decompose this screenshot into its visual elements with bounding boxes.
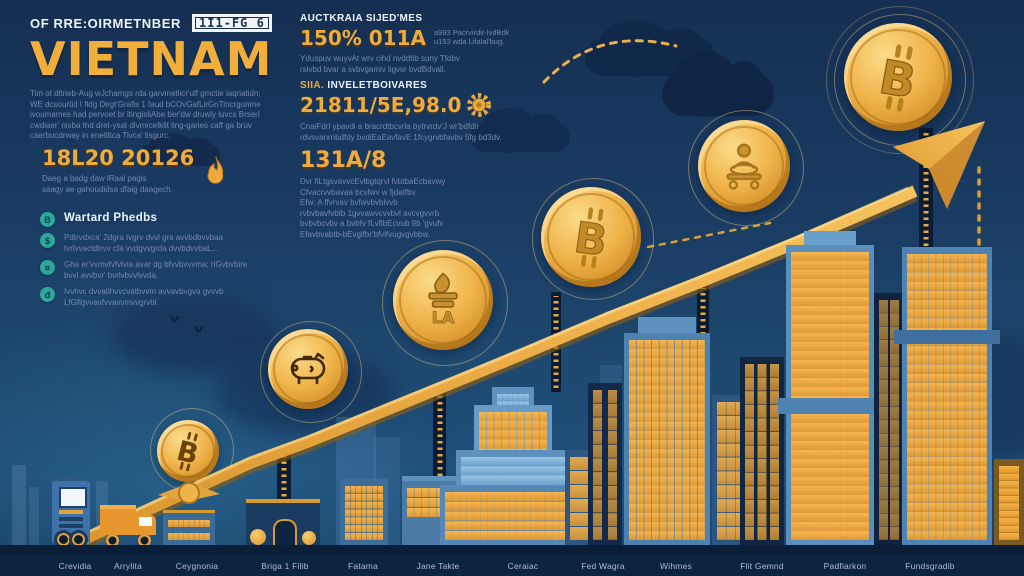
- bird-icon: v: [194, 324, 204, 335]
- coin-orbit-ring: [382, 240, 508, 366]
- stat3-body: Dvr fiLtgsvavvcEvlbgtqrvl fvbtbaEcbavwy …: [300, 177, 446, 239]
- gold-coin-prop: [250, 529, 266, 545]
- gear-burst-icon: [467, 93, 492, 117]
- stat2-label-accent: SIIA.: [300, 80, 325, 91]
- checklist-icon: ¤: [40, 260, 55, 275]
- bitcoin-icon: B: [174, 431, 202, 472]
- timeline-label: Flit Gemnd: [740, 561, 784, 571]
- stat1-side-note: a993 Pacrvirdir-lvdBdk u193 wda Lifalal'…: [433, 28, 510, 46]
- left-stat-value: 18L20 20126: [42, 146, 195, 170]
- skyscraper-belt: [778, 398, 882, 414]
- atm-kiosk-truck: [52, 477, 90, 549]
- stat2-body: CnaiFdrl ypavdi a bracrdtbcvrla bytrvrdv…: [300, 122, 502, 142]
- footer-strip: [0, 554, 1024, 576]
- timeline-label: Fatama: [347, 561, 379, 571]
- building-dark-tower: [874, 293, 904, 545]
- checklist-icon: $: [40, 233, 55, 248]
- stat-block-1: AUCTKRAIA SIJED'MES 150% 011A a993 Pacrv…: [300, 13, 510, 75]
- timeline-label: Ceraiac: [507, 561, 539, 571]
- left-stat-block: 18L20 20126 Daeg a badg daw lRaal pagis …: [42, 146, 262, 195]
- header-badge: 1I1-FG 6: [190, 12, 274, 34]
- kiosk-screen: [59, 487, 87, 508]
- skyscraper: [786, 245, 874, 545]
- bitcoin-coin-2: B: [541, 187, 641, 287]
- skyscraper-tier: [440, 485, 586, 545]
- checklist-block: B Wartard Phedbs $ Pdtrvdxca' 2dgra tvgr…: [40, 212, 250, 314]
- coin-orbit-ring: [532, 178, 654, 300]
- stat1-value: 150% 011A: [300, 26, 426, 50]
- investor-coin: [698, 120, 790, 212]
- bitcoin-icon: B: [571, 207, 611, 269]
- building-gold-lit: [994, 459, 1024, 545]
- skyline-silhouette: [29, 487, 39, 545]
- intro-paragraph: Tim ot dltrieb-Aug wJchamgs rda garvmetl…: [30, 89, 261, 140]
- timeline-label: Crevidia: [58, 561, 92, 571]
- timeline-baseline: [0, 545, 1024, 554]
- stat2-label: SIIA. INVELETBOIVARES: [300, 80, 428, 91]
- stat1-label: AUCTKRAIA SIJED'MES: [300, 13, 423, 24]
- skyline-silhouette: [12, 465, 26, 545]
- coin-orbit-ring: [260, 321, 362, 423]
- gold-coin-prop: [302, 531, 316, 545]
- delivery-truck: [100, 503, 158, 547]
- timeline-label: Padfiarkon: [823, 561, 867, 571]
- stat-block-2: SIIA. INVELETBOIVARES 21811/5E,98.0 Cnai…: [300, 80, 510, 143]
- bitcoin-coin-3: B: [844, 23, 952, 131]
- svg-text:B: B: [571, 213, 610, 267]
- cloud: [470, 107, 570, 153]
- shop-stall: [163, 510, 215, 545]
- timeline-label: Jane Takte: [416, 561, 460, 571]
- ticker-pole: [433, 388, 446, 480]
- gold-warehouse: [246, 499, 320, 545]
- cloud: [662, 50, 774, 117]
- building-dark-tower: [588, 383, 622, 545]
- checklist-heading: Wartard Phedbs: [64, 212, 158, 224]
- timeline-label: Arrylita: [113, 561, 143, 571]
- wheel: [138, 534, 151, 547]
- flame-icon: [207, 156, 224, 184]
- checklist-icon: đ: [40, 287, 55, 302]
- building: [340, 479, 388, 545]
- building-dark-tower: [740, 357, 784, 545]
- checklist-item: Pdtrvdxca' 2dgra tvgrv dvvl gra avvbdbvv…: [64, 233, 223, 253]
- kicker-text: OF RRE:OIRMETNBER: [30, 15, 182, 31]
- bitcoin-coin-1: B: [157, 420, 219, 482]
- arch-door: [273, 519, 297, 545]
- timeline-label: Fundsgradib: [905, 561, 955, 571]
- checklist-item: Ivvhvc dvvatlhvvcvatbvvm avvavbvgva gvvv…: [64, 287, 224, 307]
- trophy-coin: LA: [393, 250, 493, 350]
- timeline-label: Briga 1 Filib: [261, 561, 309, 571]
- stat2-value: 21811/5E,98.0: [300, 93, 462, 117]
- cab-window: [139, 517, 152, 526]
- winged-coin-icon: [158, 482, 220, 504]
- header-block: OF RRE:OIRMETNBER 1I1-FG 6 VIETNAM Tim o…: [30, 12, 280, 142]
- page-title: VIETNAM: [30, 32, 273, 86]
- coin-orbit-ring: [688, 110, 804, 226]
- building: [624, 333, 710, 545]
- checklist-item: Gha er'vvmvfvfvlvia avar dg bfvvbvvvma; …: [64, 260, 248, 280]
- stat-block-3: 131A/8 Dvr fiLtgsvavvcEvlbgtqrvl fvbtbaE…: [300, 148, 500, 240]
- cloud: [140, 133, 220, 167]
- timeline-label: Fed Wagra: [581, 561, 625, 571]
- bitcoin-icon: B: [875, 44, 920, 112]
- skyscraper: [902, 247, 992, 545]
- piggy-bank-coin: [268, 329, 348, 409]
- coin-orbit-ring: [826, 6, 974, 154]
- wheel: [106, 534, 119, 547]
- left-stat-body: Daeg a badg daw lRaal pagis saagy ae gah…: [42, 174, 173, 194]
- bird-icon: v: [170, 314, 180, 325]
- stat3-value: 131A/8: [300, 148, 387, 173]
- skyscraper-belt: [894, 330, 1000, 344]
- checklist-icon: B: [40, 212, 55, 227]
- timeline-label: Ceygnonia: [175, 561, 219, 571]
- stat1-body: Yduspuv wuyvAt wrv cihd nvddtib suny Tfd…: [300, 54, 460, 74]
- timeline-label: Wihmes: [660, 561, 692, 571]
